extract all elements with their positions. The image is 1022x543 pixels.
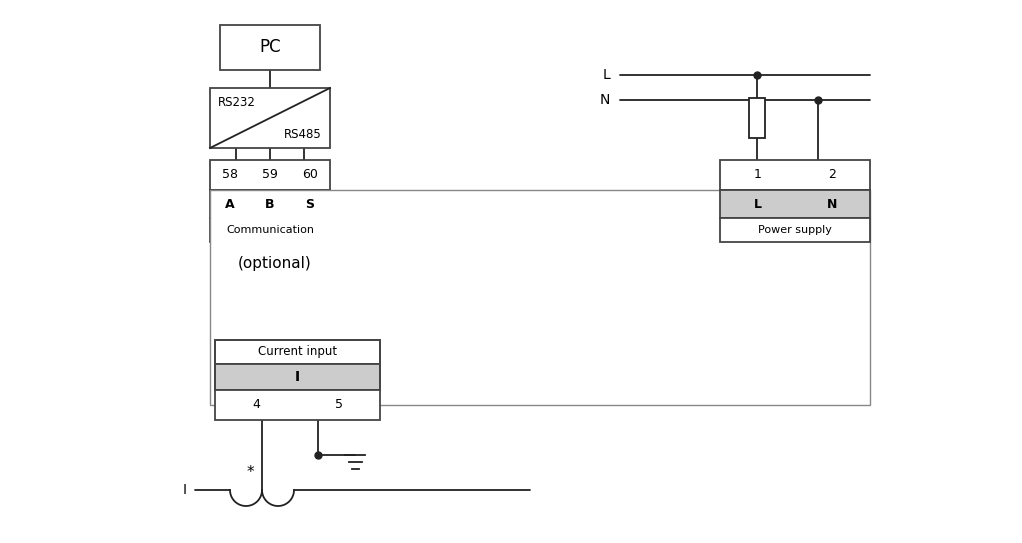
- Text: Communication: Communication: [226, 225, 314, 235]
- Bar: [749, 98, 765, 137]
- Text: Current input: Current input: [258, 345, 337, 358]
- Text: L: L: [753, 198, 761, 211]
- Bar: [210, 190, 330, 218]
- Text: 58: 58: [222, 168, 238, 181]
- Bar: [721, 160, 870, 190]
- Text: 2: 2: [829, 168, 836, 181]
- Bar: [721, 190, 870, 218]
- Text: (optional): (optional): [238, 256, 312, 271]
- Text: RS485: RS485: [284, 128, 322, 141]
- Text: RS232: RS232: [218, 96, 256, 109]
- Text: B: B: [266, 198, 275, 211]
- Text: N: N: [828, 198, 838, 211]
- Bar: [210, 190, 870, 405]
- Bar: [215, 340, 380, 390]
- Text: A: A: [225, 198, 235, 211]
- Text: N: N: [600, 93, 610, 107]
- Bar: [215, 364, 380, 390]
- Bar: [215, 390, 380, 420]
- Text: 4: 4: [252, 399, 261, 412]
- Bar: [210, 88, 330, 148]
- Bar: [721, 218, 870, 242]
- Bar: [210, 160, 330, 190]
- Text: 1: 1: [753, 168, 761, 181]
- Text: 5: 5: [335, 399, 342, 412]
- Text: L: L: [602, 68, 610, 82]
- Text: 60: 60: [303, 168, 318, 181]
- Bar: [215, 340, 380, 364]
- Text: *: *: [246, 464, 253, 479]
- Text: I: I: [183, 483, 187, 497]
- Text: Power supply: Power supply: [758, 225, 832, 235]
- Bar: [220, 25, 320, 70]
- Bar: [210, 218, 330, 242]
- Text: 59: 59: [262, 168, 278, 181]
- Text: I: I: [295, 370, 300, 384]
- Text: PC: PC: [260, 39, 281, 56]
- Text: S: S: [306, 198, 315, 211]
